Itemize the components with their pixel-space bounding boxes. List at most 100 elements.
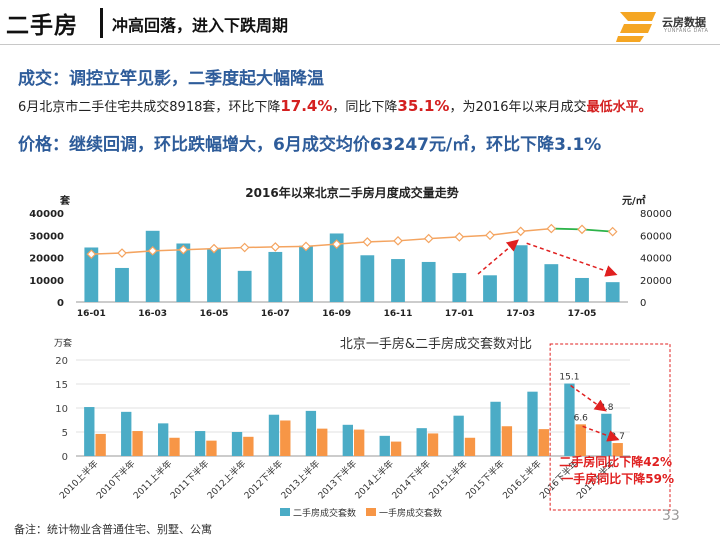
chart1-bar	[237, 270, 252, 302]
chart1-bar	[452, 273, 467, 302]
company-logo	[614, 2, 716, 46]
chart2-bar-new	[501, 426, 513, 456]
logo-text: 云房数据	[662, 16, 706, 29]
chart1-y2-tick: 40000	[640, 254, 672, 265]
chart1-x-tick: 17-05	[568, 309, 597, 319]
chart2-bar-resale	[231, 432, 243, 456]
chart1-price-point	[423, 233, 434, 244]
chart1-y2-tick: 80000	[640, 209, 672, 220]
chart1-x-tick: 16-01	[77, 309, 106, 319]
chart2-bar-new	[427, 433, 439, 456]
chart2-x-tick: 2012上半年	[205, 458, 249, 502]
chart2-legend-swatch-new	[366, 508, 376, 516]
chart2-bar-resale	[453, 415, 464, 456]
trade-text-1: 6月北京市二手住宅共成交8918套，环比下降	[18, 100, 281, 115]
chart2-bar-resale	[379, 435, 390, 456]
chart1-bar	[268, 251, 283, 302]
chart1-price-point	[515, 226, 526, 237]
chart2-bar-new	[612, 443, 623, 456]
chart2-x-tick: 2015上半年	[426, 458, 470, 502]
chart1-y-tick: 20000	[29, 254, 64, 265]
trade-text-2: ，同比下降	[332, 100, 398, 115]
chart1-x-tick: 16-05	[200, 309, 229, 319]
chart2-bar-new	[354, 429, 365, 456]
chart2-title: 北京一手房&二手房成交套数对比	[340, 336, 532, 352]
chart1-price-point	[607, 226, 618, 237]
chart2-bar-resale	[121, 411, 132, 456]
chart2-bar-new	[390, 441, 402, 456]
chart2-bar-new	[95, 433, 106, 456]
chart2-x-tick: 2010下半年	[94, 458, 138, 502]
chart1-rise-arrow	[477, 239, 519, 275]
chart2-bar-new	[132, 431, 143, 456]
chart2-legend-swatch-resale	[280, 508, 290, 516]
chart2-data-label: 15.1	[559, 373, 579, 383]
chart1-bar	[299, 245, 313, 302]
chart2-bar-resale	[268, 414, 280, 456]
chart1-price-line	[91, 227, 552, 255]
chart2-y-tick: 0	[62, 452, 68, 463]
chart2-x-tick: 2011上半年	[131, 458, 175, 502]
chart2-bar-resale	[564, 383, 575, 456]
chart1-x-tick: 16-09	[322, 309, 351, 319]
page-subtitle: 冲高回落，进入下跌周期	[112, 16, 289, 35]
title-divider	[100, 8, 103, 38]
page-title: 二手房	[6, 13, 78, 39]
page-number: 33	[662, 508, 680, 524]
chart1-bar	[176, 243, 191, 302]
chart2-bar-new	[169, 437, 180, 456]
chart1-price-point	[454, 232, 465, 242]
chart1-y2-tick: 0	[640, 298, 646, 309]
chart2-bar-resale	[527, 391, 538, 456]
chart2-bar-new	[538, 429, 550, 456]
chart2-data-label: 6.6	[574, 413, 589, 423]
chart2-x-tick: 2013下半年	[315, 458, 359, 502]
chart1-y-label: 套	[59, 194, 71, 207]
chart2-bar-new	[464, 437, 476, 456]
chart1-bar	[483, 275, 497, 302]
new-vs-resale-chart: 北京一手房&二手房成交套数对比万套051015202010上半年2010下半年2…	[54, 336, 674, 519]
chart2-x-tick: 2013上半年	[278, 458, 322, 502]
chart2-x-tick: 2011下半年	[168, 458, 212, 502]
chart2-y-tick: 5	[62, 428, 68, 439]
chart1-price-point	[209, 243, 219, 254]
chart1-price-point	[485, 230, 495, 241]
chart2-bar-new	[206, 440, 217, 456]
chart2-bar-resale	[490, 401, 501, 456]
chart1-price-point	[577, 224, 587, 235]
chart2-x-tick: 2014下半年	[389, 458, 433, 502]
chart2-annotation-resale: 二手房同比下降42%	[559, 454, 672, 469]
chart1-price-point	[362, 237, 373, 247]
chart1-y-tick: 40000	[29, 209, 64, 220]
chart2-bar-resale	[342, 424, 353, 456]
chart2-bar-new	[243, 436, 254, 456]
chart1-bar	[360, 255, 375, 302]
chart1-bar	[544, 264, 559, 302]
chart2-x-tick: 2016上半年	[500, 458, 544, 502]
chart2-bar-resale	[305, 410, 317, 456]
chart1-bar	[207, 249, 221, 302]
chart2-bar-resale	[157, 423, 169, 456]
chart2-annotation-new: 一手房同比下降59%	[561, 471, 674, 486]
trade-heading: 成交：调控立竿见影，二季度起大幅降温	[18, 69, 324, 89]
price-heading: 价格：继续回调，环比跌幅增大，6月成交均价63247元/㎡，环比下降3.1%	[18, 135, 602, 155]
chart1-x-tick: 16-03	[138, 309, 167, 319]
chart2-y-tick: 20	[55, 356, 68, 367]
logo-mark-icon	[616, 12, 656, 42]
chart1-x-tick: 16-11	[384, 309, 413, 319]
chart2-highlight-box	[549, 343, 671, 511]
chart2-x-tick: 2012下半年	[241, 458, 285, 502]
chart1-y-tick: 0	[57, 298, 64, 309]
chart2-bar-resale	[194, 431, 206, 456]
chart2-bar-resale	[84, 407, 95, 456]
chart1-bar	[329, 233, 344, 302]
chart1-x-tick: 16-07	[261, 309, 290, 319]
chart1-fall-arrow	[526, 242, 618, 277]
chart1-y2-label: 元/㎡	[622, 194, 646, 207]
chart2-x-tick: 2015下半年	[463, 458, 507, 502]
chart2-y-tick: 10	[55, 404, 68, 415]
chart2-x-tick: 2014上半年	[352, 458, 396, 502]
trade-text-3: ，为2016年以来月成交	[449, 100, 587, 115]
chart1-price-point	[117, 248, 127, 258]
